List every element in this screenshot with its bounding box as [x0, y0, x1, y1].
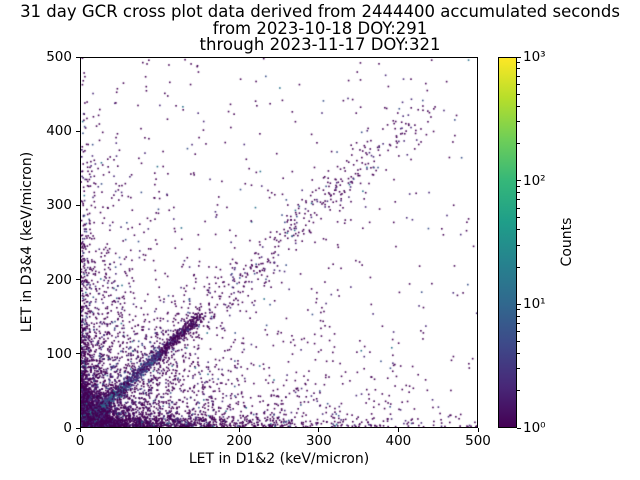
x-tick — [159, 428, 161, 432]
colorbar-minor-tick — [517, 68, 520, 70]
colorbar-minor-tick — [517, 75, 520, 77]
scatter-canvas — [81, 58, 477, 427]
y-tick-label: 100 — [46, 345, 72, 362]
colorbar-minor-tick — [517, 390, 520, 392]
y-axis-label: LET in D3&4 (keV/micron) — [19, 151, 35, 333]
colorbar-minor-tick — [517, 93, 520, 95]
chart-title: 31 day GCR cross plot data derived from … — [20, 2, 620, 21]
colorbar-minor-tick — [517, 244, 520, 246]
x-axis-label: LET in D1&2 (keV/micron) — [188, 451, 370, 467]
y-tick — [76, 353, 80, 355]
colorbar-minor-tick — [517, 207, 520, 209]
colorbar-minor-tick — [517, 217, 520, 219]
colorbar-minor-tick — [517, 192, 520, 194]
colorbar-minor-tick — [517, 266, 520, 268]
colorbar-minor-tick — [517, 185, 520, 187]
colorbar-minor-tick — [517, 331, 520, 333]
y-tick — [76, 130, 80, 132]
colorbar-minor-tick — [517, 62, 520, 64]
chart-subtitle-from: from 2023-10-18 DOY:291 — [212, 19, 428, 38]
colorbar-minor-tick — [517, 315, 520, 317]
colorbar-minor-tick — [517, 83, 520, 85]
colorbar-tick — [517, 427, 521, 429]
x-tick-label: 400 — [385, 433, 412, 449]
colorbar-minor-tick — [517, 353, 520, 355]
colorbar-tick — [517, 303, 521, 305]
colorbar-tick-label: 10¹ — [523, 296, 546, 313]
colorbar — [498, 57, 517, 428]
x-tick — [397, 428, 399, 432]
y-tick — [76, 427, 80, 429]
x-tick — [238, 428, 240, 432]
x-tick — [318, 428, 320, 432]
colorbar-minor-tick — [517, 121, 520, 123]
colorbar-minor-tick — [517, 322, 520, 324]
y-tick-label: 500 — [46, 49, 72, 65]
colorbar-label: Counts — [559, 217, 575, 267]
x-tick-label: 200 — [226, 433, 253, 449]
y-tick — [76, 204, 80, 206]
colorbar-minor-tick — [517, 368, 520, 370]
colorbar-tick-label: 10² — [523, 172, 546, 189]
colorbar-tick-label: 10³ — [523, 49, 546, 65]
colorbar-minor-tick — [517, 309, 520, 311]
colorbar-tick — [517, 180, 521, 182]
y-tick — [76, 279, 80, 281]
x-tick — [79, 428, 81, 432]
x-tick-label: 0 — [75, 433, 85, 449]
y-tick-label: 300 — [46, 197, 72, 214]
colorbar-minor-tick — [517, 229, 520, 231]
chart-subtitle-through: through 2023-11-17 DOY:321 — [199, 35, 441, 54]
x-tick-label: 100 — [146, 433, 173, 449]
colorbar-tick — [517, 56, 521, 58]
y-tick-label: 0 — [63, 420, 72, 436]
x-tick-label: 500 — [465, 433, 491, 449]
colorbar-minor-tick — [517, 341, 520, 343]
y-tick-label: 400 — [46, 123, 72, 140]
x-tick-label: 300 — [305, 433, 332, 449]
colorbar-minor-tick — [517, 199, 520, 201]
colorbar-tick-label: 10⁰ — [523, 420, 546, 436]
x-tick — [477, 428, 479, 432]
y-tick-label: 200 — [46, 271, 72, 288]
colorbar-minor-tick — [517, 105, 520, 107]
y-tick — [76, 56, 80, 58]
colorbar-minor-tick — [517, 142, 520, 144]
plot-area — [80, 57, 478, 428]
